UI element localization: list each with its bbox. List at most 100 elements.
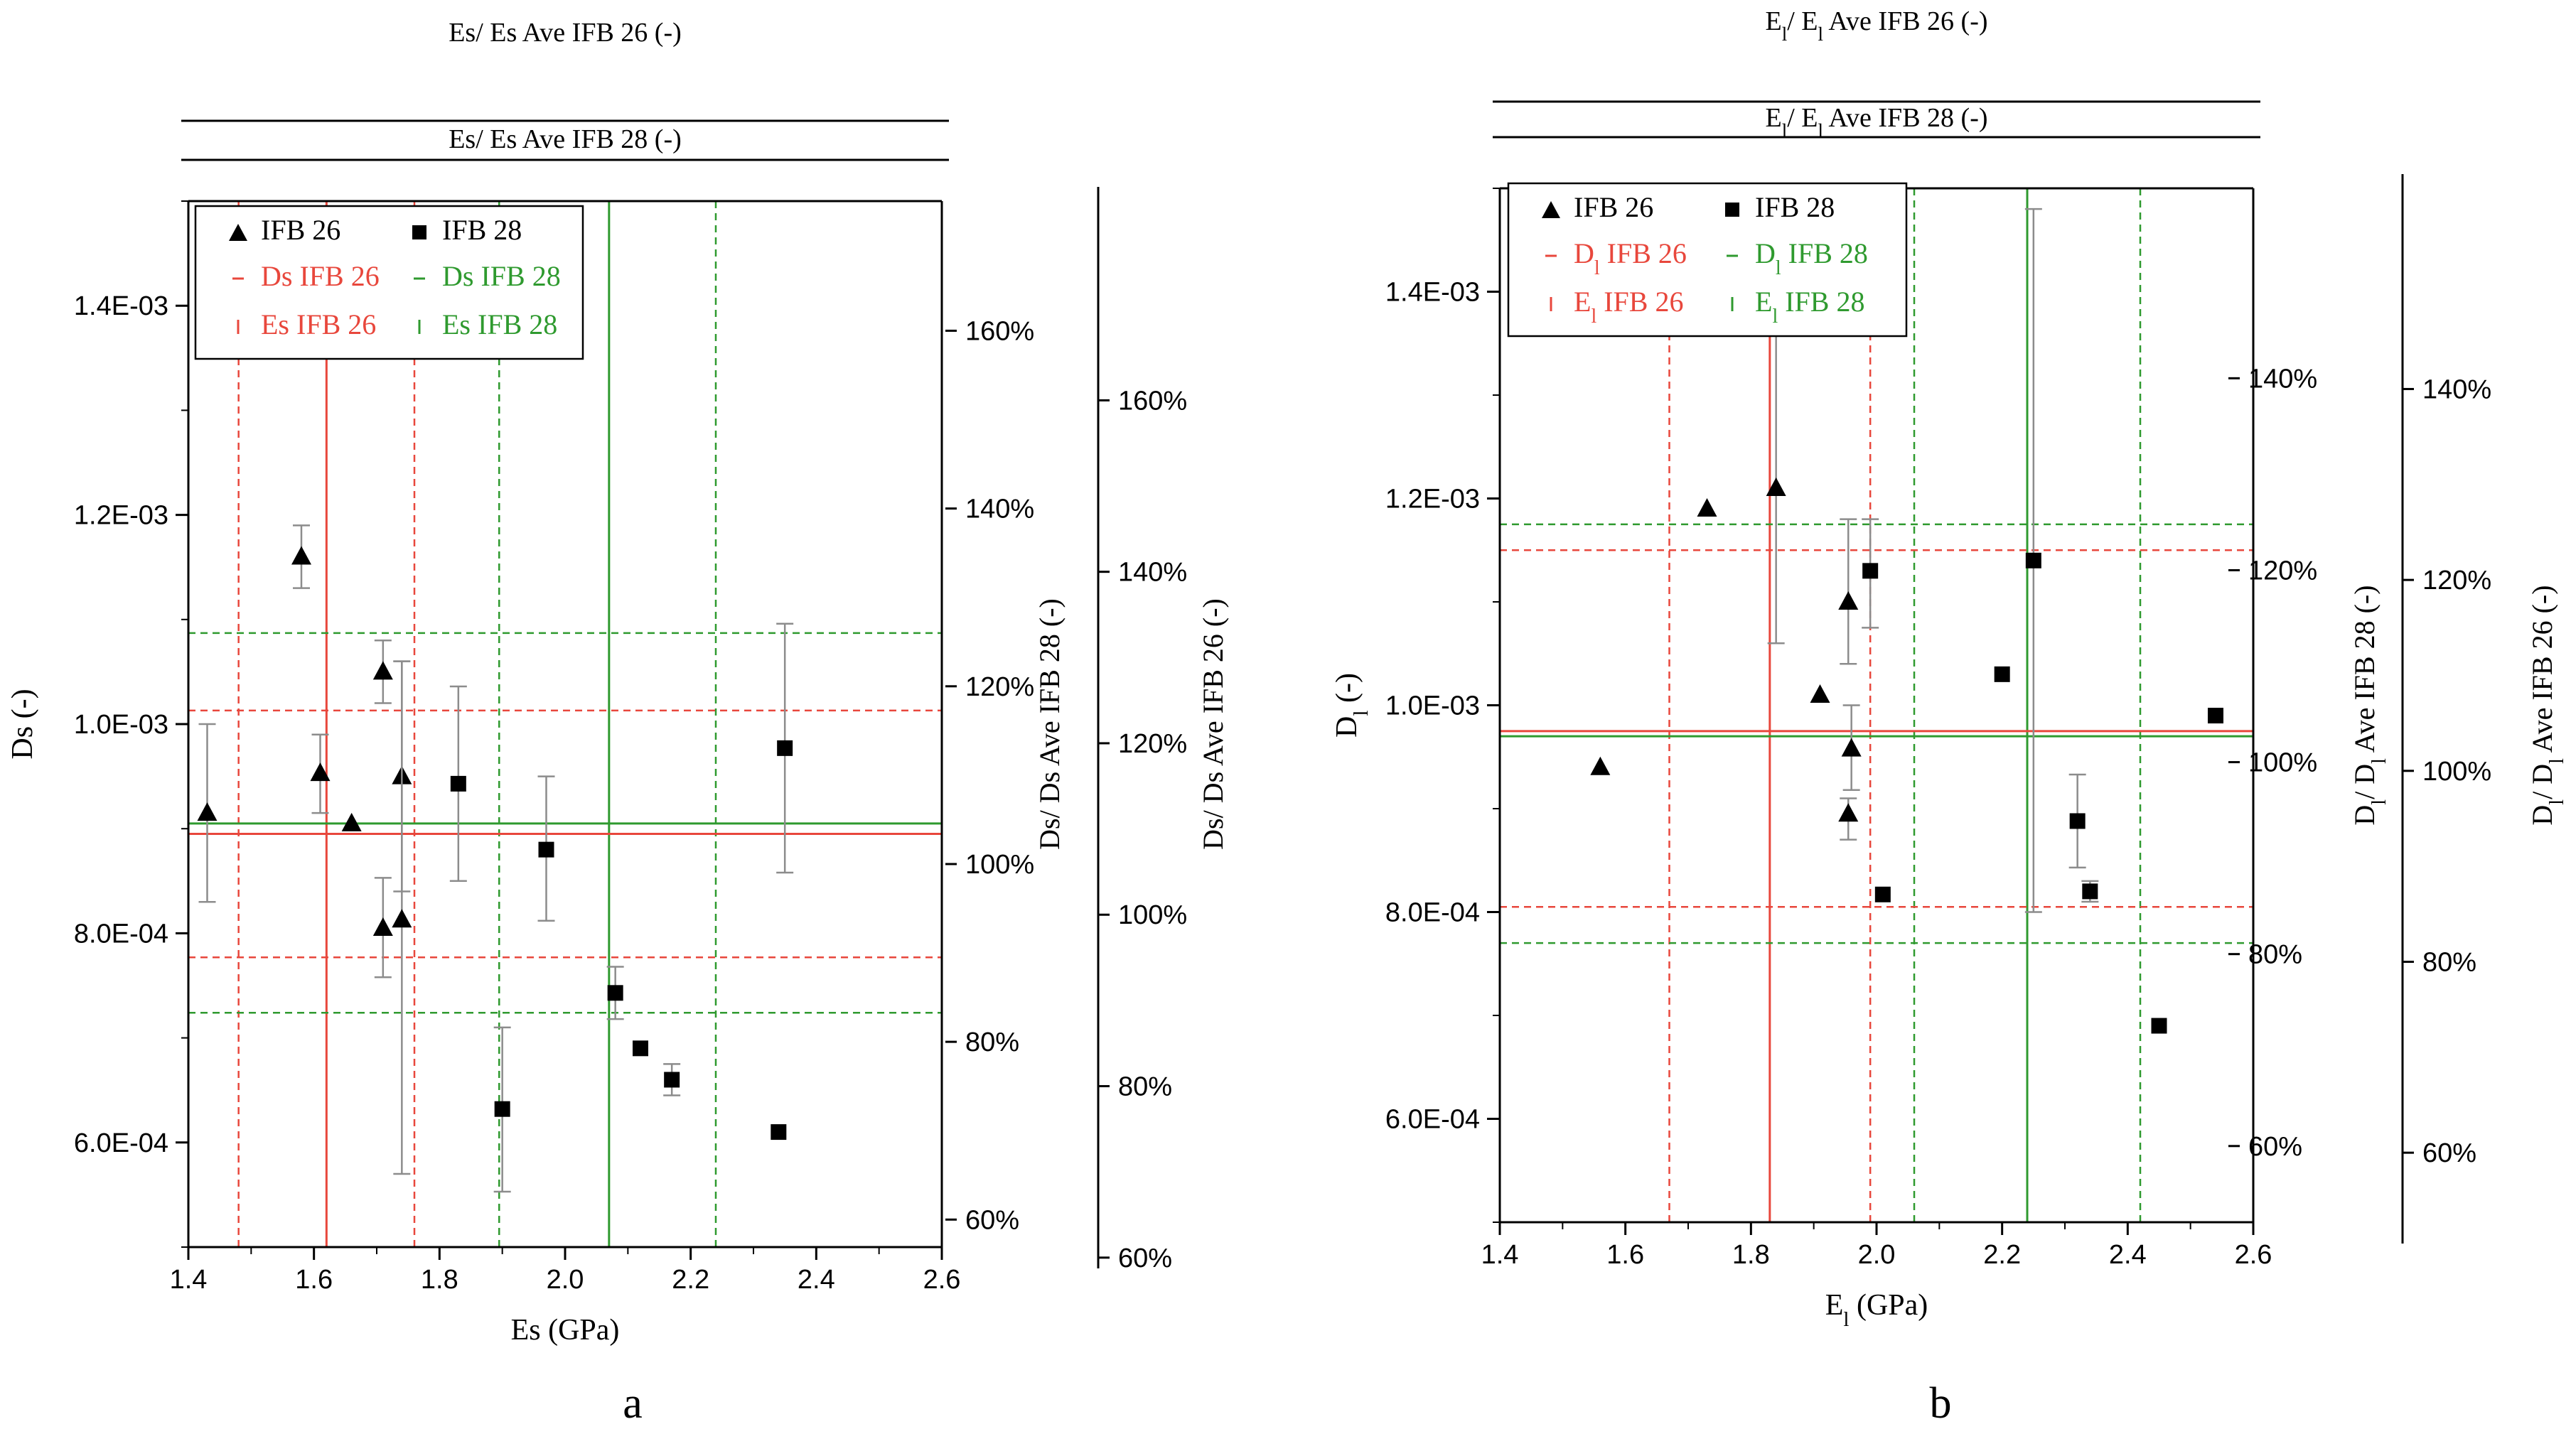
chart-b-legend: IFB 26 IFB 28 Dl IFB 26 Dl IFB 28 El IFB 26 E…	[1507, 182, 1908, 338]
chart-a-right-axis-2-tick-label-4: 140%	[1118, 558, 1187, 588]
chart-a-x-tick-label-2: 1.8	[421, 1265, 458, 1295]
chart-a-legend-symbol-1	[412, 225, 426, 239]
chart-a-y-tick-label-3: 1.2E-03	[74, 501, 168, 531]
chart-a-point-ifb28-6	[771, 1124, 787, 1140]
chart-b-point-ifb26-5	[1841, 738, 1862, 757]
chart-a-top-axis-1-label: Es/ Es Ave IFB 26 (-)	[449, 18, 682, 48]
chart-b-x-tick-label-6: 2.6	[2235, 1240, 2272, 1270]
chart-a-right-axis-2-tick-label-5: 160%	[1118, 386, 1187, 416]
chart-b-right-axis-2-tick-label-1: 80%	[2422, 947, 2476, 977]
chart-a-right-axis-2-tick-label-0: 60%	[1118, 1244, 1172, 1273]
chart-a-legend-symbol-0	[229, 224, 247, 241]
chart-a-right-axis-1-tick-label-0: 60%	[965, 1205, 1019, 1235]
chart-b-top-axis-1-label: El/ El Ave IFB 26 (-)	[1765, 6, 1987, 45]
chart-a-point-ifb28-5	[664, 1072, 680, 1088]
chart-b-point-ifb28-4	[2069, 813, 2086, 829]
chart-a-right-axis-2-tick-label-1: 80%	[1118, 1072, 1172, 1102]
chart-b-x-tick-label-2: 1.8	[1732, 1240, 1770, 1270]
chart-b-point-ifb28-7	[2208, 708, 2223, 724]
chart-a-right-axis-2-tick-label-2: 100%	[1118, 900, 1187, 930]
chart-b-legend-box	[1507, 182, 1908, 338]
chart-a-y-tick-label-1: 8.0E-04	[74, 919, 168, 949]
chart-a-right-axis-1-tick-label-5: 160%	[965, 316, 1034, 346]
chart-a-legend: IFB 26 IFB 28 Ds IFB 26 Ds IFB 28 Es IFB 26 E…	[194, 205, 584, 360]
chart-b-right-axis-2-tick-label-2: 100%	[2422, 757, 2491, 787]
chart-a-legend-box	[194, 205, 584, 360]
chart-a-x-axis-label: Es (GPa)	[511, 1314, 620, 1347]
chart-b-point-ifb28-1	[1874, 886, 1891, 902]
chart-b-legend-symbol-1	[1725, 203, 1739, 217]
chart-b-y-axis-label: Dl (-)	[1331, 673, 1373, 738]
chart-a-y-axis-label: Ds (-)	[6, 689, 39, 759]
chart-a-point-ifb26-4	[372, 661, 393, 680]
chart-a-legend-label-5: Es IFB 28	[442, 308, 557, 340]
panel-b: 1.4 1.6 1.8 2.0 2.2 2.4 2.6 6.0E-04 8.0E-04 1.0E-…	[1331, 6, 2568, 1428]
chart-a-point-ifb28-3	[607, 985, 623, 1001]
chart-a-x-tick-label-4: 2.2	[672, 1265, 709, 1295]
chart-b-right-axis-2-label: Dl/ Dl Ave IFB 26 (-)	[2526, 585, 2568, 825]
chart-a-point-ifb26-1	[291, 546, 311, 565]
chart-b-legend-symbol-0	[1542, 201, 1560, 218]
chart-a-legend-label-0: IFB 26	[261, 214, 340, 246]
chart-a-legend-label-2: Ds IFB 26	[261, 260, 380, 292]
chart-a-right-axis-1-tick-label-2: 100%	[965, 850, 1034, 880]
chart-a-y-tick-label-0: 6.0E-04	[74, 1128, 168, 1158]
chart-b-point-ifb26-4	[1838, 591, 1859, 610]
chart-a-legend-label-1: IFB 28	[442, 214, 522, 246]
chart-b-panel-label: b	[1930, 1379, 1952, 1428]
chart-b-y-tick-label-0: 6.0E-04	[1385, 1105, 1480, 1135]
chart-b-right-axis-1-tick-label-3: 120%	[2248, 556, 2317, 586]
chart-b-point-ifb28-0	[1862, 563, 1879, 579]
chart-a-point-ifb26-0	[197, 802, 218, 821]
chart-a-top-axis-2-label: Es/ Es Ave IFB 28 (-)	[449, 124, 682, 154]
chart-b-point-ifb26-0	[1590, 756, 1611, 775]
chart-b-right-axis-1-label: Dl/ Dl Ave IFB 28 (-)	[2349, 585, 2390, 825]
chart-a-panel-label: a	[623, 1379, 643, 1428]
chart-b-point-ifb26-6	[1838, 803, 1859, 822]
chart-a-right-axis-2-tick-label-3: 120%	[1118, 729, 1187, 759]
chart-b-x-tick-label-3: 2.0	[1858, 1240, 1896, 1270]
chart-b-legend-label-0: IFB 26	[1574, 191, 1653, 223]
chart-a-point-ifb26-2	[310, 762, 331, 782]
chart-b-legend-label-5: El IFB 28	[1755, 286, 1864, 328]
chart-a-point-ifb28-2	[538, 841, 554, 858]
chart-a-point-ifb26-3	[341, 812, 362, 831]
chart-b-right-axis-2-tick-label-3: 120%	[2422, 566, 2491, 595]
chart-b-point-ifb28-2	[1994, 666, 2010, 682]
chart-b-legend-label-2: Dl IFB 26	[1574, 237, 1687, 279]
chart-a-y-tick-label-4: 1.4E-03	[74, 291, 168, 321]
chart-b-top-axis-2-label: El/ El Ave IFB 28 (-)	[1765, 103, 1987, 141]
chart-b-y-tick-label-4: 1.4E-03	[1385, 278, 1480, 308]
chart-b-y-tick-label-2: 1.0E-03	[1385, 691, 1480, 721]
chart-b-right-axis-1-tick-label-0: 60%	[2248, 1132, 2302, 1162]
chart-a-legend-label-3: Ds IFB 28	[442, 260, 561, 292]
chart-b-legend-label-3: Dl IFB 28	[1755, 237, 1868, 279]
chart-b-point-ifb28-3	[2025, 552, 2041, 568]
chart-b-right-axis-2-tick-label-4: 140%	[2422, 374, 2491, 404]
chart-a-point-ifb26-7	[392, 909, 412, 928]
chart-b-x-tick-label-5: 2.4	[2109, 1240, 2147, 1270]
chart-b-point-ifb26-2	[1766, 477, 1786, 496]
chart-b-x-tick-label-0: 1.4	[1481, 1240, 1519, 1270]
chart-a-x-tick-label-1: 1.6	[295, 1265, 333, 1295]
chart-b-right-axis-1-tick-label-2: 100%	[2248, 748, 2317, 778]
chart-b-point-ifb28-5	[2082, 883, 2098, 900]
chart-b-y-tick-label-1: 8.0E-04	[1385, 898, 1480, 928]
chart-a-x-tick-label-6: 2.6	[923, 1265, 961, 1295]
chart-a-x-tick-label-3: 2.0	[547, 1265, 584, 1295]
chart-a-point-ifb28-4	[633, 1040, 648, 1057]
chart-a-point-ifb28-7	[777, 740, 793, 756]
chart-a-x-tick-label-0: 1.4	[170, 1265, 208, 1295]
chart-b-point-ifb26-1	[1697, 498, 1717, 517]
chart-a-y-tick-label-2: 1.0E-03	[74, 710, 168, 740]
chart-a-legend-label-4: Es IFB 26	[261, 308, 376, 340]
chart-b-right-axis-1-tick-label-4: 140%	[2248, 364, 2317, 394]
chart-b-right-axis-1-tick-label-1: 80%	[2248, 940, 2302, 970]
chart-b-legend-label-1: IFB 28	[1755, 191, 1835, 223]
chart-a-point-ifb26-6	[372, 917, 393, 937]
chart-b-x-tick-label-1: 1.6	[1606, 1240, 1644, 1270]
chart-b-point-ifb26-3	[1810, 684, 1830, 703]
chart-b-point-ifb28-6	[2151, 1018, 2167, 1034]
chart-a-right-axis-1-tick-label-4: 140%	[965, 495, 1034, 524]
